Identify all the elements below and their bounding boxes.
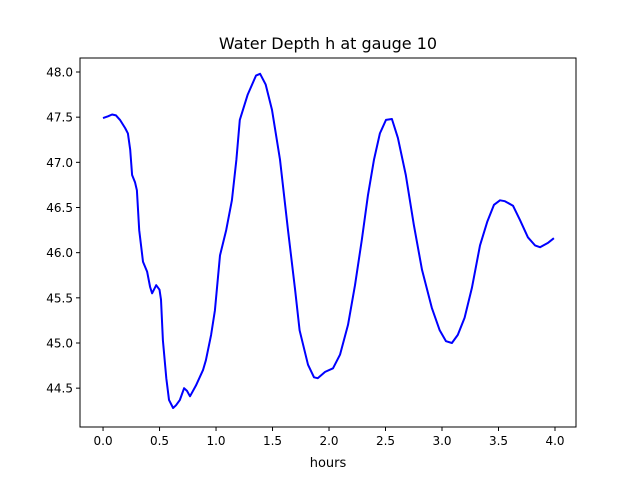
x-tick-label: 2.5 [376,434,395,448]
plot-area: 0.0 0.5 1.0 1.5 2.0 2.5 3.0 3.5 4.0 44.5 45.0 45.5 4… [46,66,564,448]
chart-title: Water Depth h at gauge 10 [219,34,437,53]
x-tick-label: 3.5 [489,434,508,448]
x-tick-label: 0.5 [150,434,169,448]
y-tick-label: 47.0 [46,156,73,170]
x-tick-label: 2.0 [319,434,338,448]
x-axis-label: hours [310,456,347,471]
x-tick-label: 3.0 [432,434,451,448]
y-tick-label: 44.5 [46,382,73,396]
y-tick-label: 45.0 [46,336,73,350]
y-tick-label: 47.5 [46,111,73,125]
axes-frame [79,57,577,428]
series-line-h [102,72,555,409]
x-tick-label: 0.0 [94,434,113,448]
y-tick-label: 48.0 [46,66,73,80]
y-tick-label: 46.0 [46,246,73,260]
x-tick-label: 4.0 [545,434,564,448]
x-tick-label: 1.5 [263,434,282,448]
x-tick-label: 1.0 [206,434,225,448]
y-tick-label: 46.5 [46,201,73,215]
y-tick-label: 45.5 [46,291,73,305]
